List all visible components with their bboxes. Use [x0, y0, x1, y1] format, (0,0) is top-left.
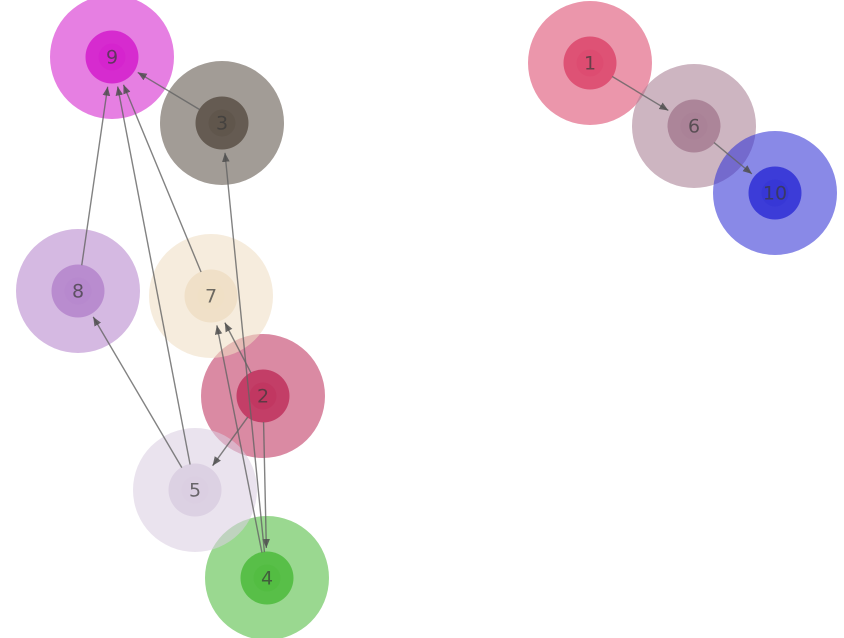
labels-layer: 1 2 3 4 5 6 7 8 9 10 — [72, 47, 787, 590]
node-core — [64, 277, 92, 305]
node-core — [197, 282, 225, 310]
node-label-5: 5 — [189, 480, 201, 502]
node-core — [208, 109, 236, 137]
edge-1-6 — [611, 75, 669, 112]
edge-5-8 — [92, 316, 183, 468]
edges-layer — [81, 71, 753, 553]
graph-node-9 — [50, 0, 174, 119]
graph-node-8 — [16, 229, 140, 353]
edge-5-9 — [115, 86, 191, 465]
edge-2-4 — [262, 421, 270, 549]
node-core — [576, 49, 604, 77]
node-core — [98, 43, 126, 71]
edge-8-9 — [81, 86, 111, 266]
node-label-10: 10 — [763, 183, 787, 205]
node-label-1: 1 — [584, 53, 596, 75]
node-core — [253, 564, 281, 592]
edge-3-9 — [137, 71, 201, 111]
edge-6-10 — [713, 142, 753, 175]
graph-node-5 — [133, 428, 257, 552]
edge-7-9 — [122, 84, 202, 273]
edge-4-7 — [214, 325, 263, 553]
node-label-7: 7 — [205, 286, 217, 308]
node-core — [680, 112, 708, 140]
node-core — [249, 382, 277, 410]
graph-node-3 — [160, 61, 284, 185]
graph-node-1 — [528, 1, 652, 125]
graph-node-10 — [713, 131, 837, 255]
graph-node-4 — [205, 516, 329, 638]
node-core — [181, 476, 209, 504]
node-label-6: 6 — [688, 116, 700, 138]
edge-4-3 — [222, 152, 266, 553]
graph-node-2 — [201, 334, 325, 458]
node-label-3: 3 — [216, 113, 228, 135]
node-label-8: 8 — [72, 281, 84, 303]
edge-2-5 — [212, 416, 249, 467]
node-label-9: 9 — [106, 47, 118, 69]
node-core — [761, 179, 789, 207]
node-label-2: 2 — [257, 386, 269, 408]
node-label-4: 4 — [261, 568, 273, 590]
nodes-layer — [16, 0, 837, 638]
edge-2-7 — [224, 322, 252, 374]
